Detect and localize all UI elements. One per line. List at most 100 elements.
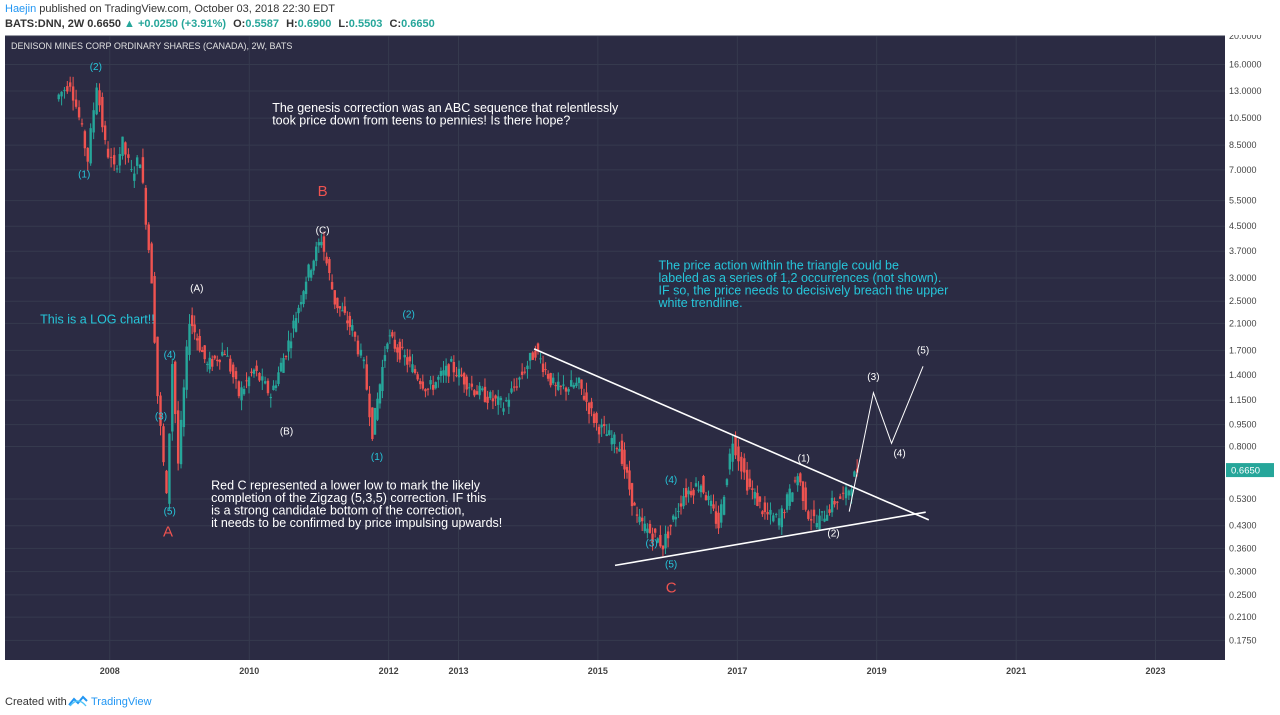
wave-label: (2) [403, 310, 415, 321]
chart-container[interactable]: 20.0000 16.0000 13.0000 10.5000 8.5000 7.0000… [3, 35, 1277, 683]
candle [557, 372, 560, 392]
trendline-lower [614, 511, 926, 567]
candle [592, 411, 596, 428]
published-text: published on TradingView.com, October 03… [36, 3, 336, 15]
candle [712, 494, 715, 512]
candle [504, 397, 508, 402]
candle [234, 367, 238, 389]
candle [171, 358, 174, 441]
candle [60, 91, 63, 106]
candle [687, 486, 690, 503]
candle [702, 474, 705, 495]
candle [328, 257, 331, 281]
candle [520, 363, 524, 380]
candle [386, 342, 389, 353]
candle [118, 147, 122, 174]
x-tick-label: 2010 [239, 666, 259, 676]
candle [368, 386, 371, 427]
candle [515, 377, 519, 391]
candle [684, 478, 688, 506]
candle [570, 370, 573, 387]
candle [309, 268, 313, 282]
wave-label: (3) [646, 539, 658, 550]
candle [610, 430, 614, 451]
y-tick-label: 0.1750 [1229, 635, 1257, 645]
wave-label-major: A [163, 524, 173, 541]
candle [406, 348, 409, 373]
candle [756, 485, 759, 507]
candle [338, 305, 342, 317]
candle [115, 165, 119, 173]
candle [666, 526, 670, 548]
candle [523, 367, 526, 375]
y-tick-label: 3.0000 [1229, 273, 1257, 283]
candle [836, 500, 839, 510]
candle [791, 492, 794, 503]
candle [833, 497, 836, 508]
y-tick-label: 2.5000 [1229, 296, 1257, 306]
candle [401, 339, 404, 350]
candle [582, 388, 586, 401]
candle [150, 241, 153, 284]
wave-label: (1) [798, 454, 810, 465]
candle [130, 159, 133, 173]
candle [531, 351, 534, 361]
candle [602, 415, 606, 434]
low-label: L: [338, 18, 349, 30]
candle [198, 329, 201, 353]
candle [597, 424, 601, 444]
candle [788, 484, 791, 510]
tradingview-brand-link[interactable]: TradingView [91, 696, 152, 708]
candle [546, 370, 550, 382]
candle [728, 448, 732, 475]
candle [302, 289, 305, 308]
y-tick-label: 1.4000 [1229, 370, 1257, 380]
author-link[interactable]: Haejin [5, 3, 37, 15]
trendline-upper [533, 348, 930, 521]
y-tick-label: 0.3600 [1229, 543, 1257, 553]
candle [717, 505, 720, 535]
candle [664, 525, 667, 555]
open-value: 0.5587 [245, 18, 279, 30]
candle [541, 355, 545, 378]
candle [381, 359, 384, 399]
candle [587, 401, 591, 424]
wave-label: (1) [371, 452, 383, 463]
candle [272, 380, 275, 391]
wave-label: (4) [893, 448, 905, 459]
wave-label: (4) [665, 475, 677, 486]
candle [365, 355, 368, 391]
candle [838, 493, 842, 500]
candle [68, 76, 72, 92]
annotation-text: Red C represented a lower low to mark th… [211, 479, 502, 531]
candle [190, 307, 194, 335]
candle [333, 290, 336, 310]
candle [743, 453, 746, 480]
candle [304, 276, 308, 300]
y-tick-label: 0.2100 [1229, 612, 1257, 622]
candle [796, 473, 799, 492]
price-chart[interactable]: 20.0000 16.0000 13.0000 10.5000 8.5000 7.0000… [3, 35, 1277, 683]
candle [745, 461, 749, 495]
candle [356, 335, 360, 357]
candle [510, 381, 513, 394]
candle [86, 147, 89, 172]
candle [825, 505, 829, 521]
candle [672, 514, 675, 523]
up-arrow-icon: ▲ [124, 18, 135, 30]
candle [689, 482, 693, 498]
chart-title: DENISON MINES CORP ORDINARY SHARES (CANA… [11, 41, 292, 51]
candle [109, 148, 113, 168]
candle [421, 374, 425, 391]
candle [289, 332, 293, 359]
candle [299, 295, 303, 312]
candle [371, 407, 374, 441]
candle [353, 331, 357, 342]
candle [292, 314, 295, 338]
candle [656, 537, 659, 544]
y-tick-label: 4.5000 [1229, 221, 1257, 231]
candle [635, 506, 639, 523]
projection-path [848, 366, 924, 512]
candle [457, 360, 461, 386]
candle [135, 155, 139, 175]
